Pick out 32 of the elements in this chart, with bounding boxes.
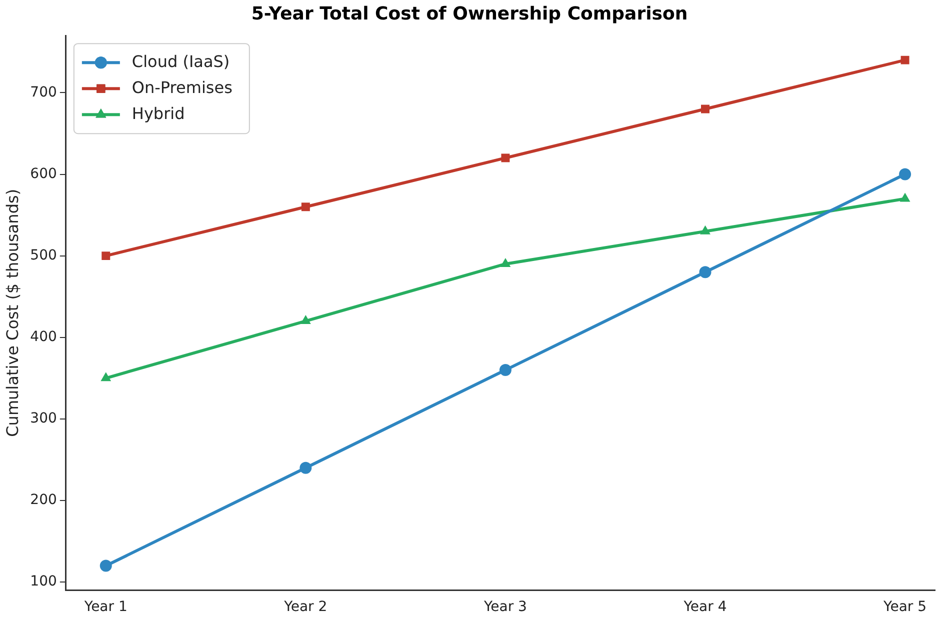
point [300,315,311,324]
point [499,364,512,376]
point [701,104,710,114]
legend-label: Cloud (IaaS) [132,52,230,71]
point [900,56,910,64]
y-tick-label: 600 [30,166,57,182]
legend-label: Hybrid [132,104,185,123]
y-axis-title: Cumulative Cost ($ thousands) [2,188,22,437]
point [700,225,710,234]
legend-label: On-Premises [132,78,232,97]
x-tick-label: Year 4 [682,599,727,616]
x-tick-label: Year 2 [283,599,328,616]
point [300,462,312,474]
x-tick-label: Year 1 [83,599,128,616]
point [102,252,110,260]
y-tick-label: 200 [30,492,57,508]
point [301,202,310,212]
x-tick-label: Year 3 [482,599,527,616]
point [100,372,112,382]
y-tick-label: 400 [30,329,57,346]
point [500,258,511,267]
chart-title: 5-Year Total Cost of Ownership Comparison [251,3,688,24]
y-tick-label: 700 [30,84,57,100]
point [899,168,912,180]
point [501,154,510,162]
y-tick-label: 500 [30,247,57,264]
point [699,266,712,278]
point [100,560,112,572]
y-tick-label: 100 [30,574,57,590]
x-tick-label: Year 5 [882,599,927,616]
point [900,192,910,202]
y-tick-label: 300 [30,410,57,427]
